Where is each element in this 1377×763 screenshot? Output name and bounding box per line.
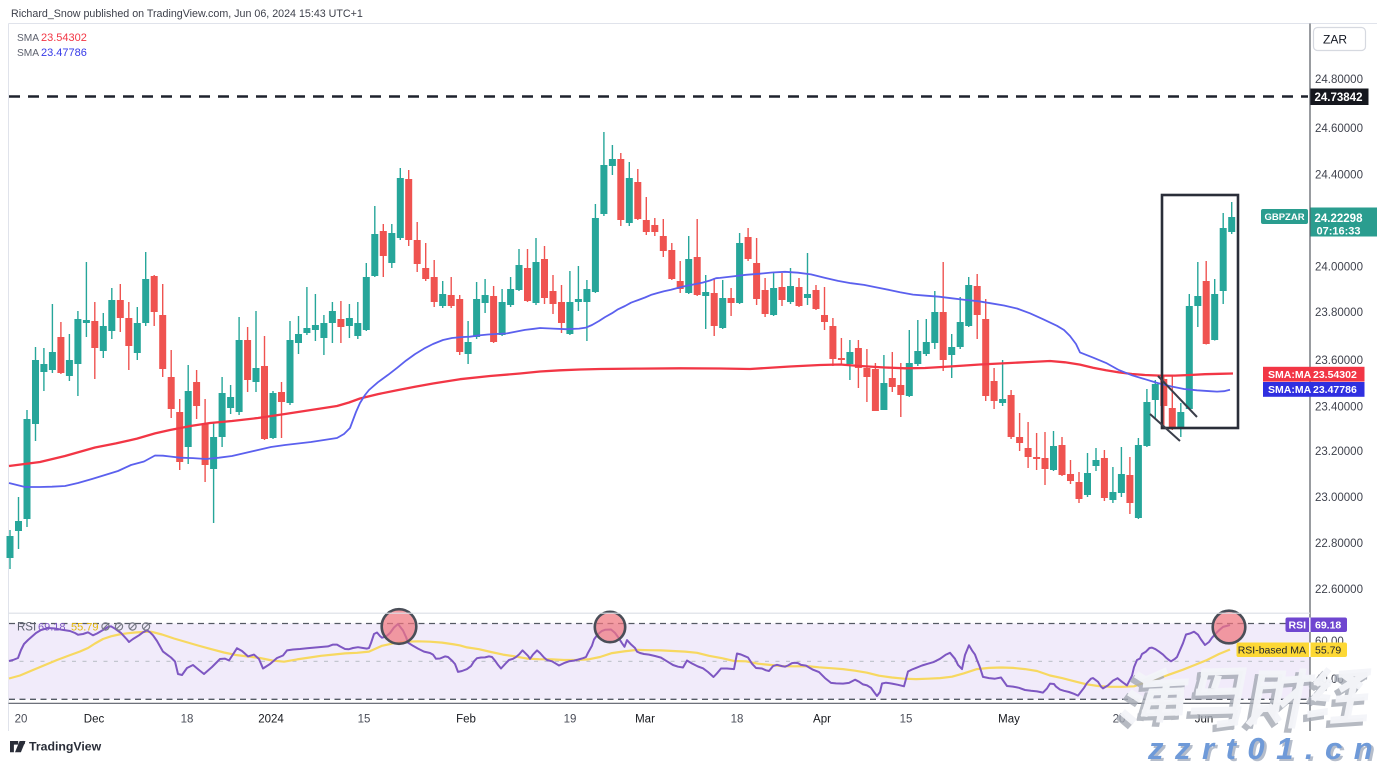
svg-text:zzrt01.cn: zzrt01.cn	[1147, 731, 1377, 763]
svg-text:69.18: 69.18	[38, 622, 66, 634]
svg-text:24.73842: 24.73842	[1315, 92, 1363, 104]
svg-text:ZAR: ZAR	[1323, 33, 1347, 47]
svg-text:23.54302: 23.54302	[41, 32, 87, 44]
svg-text:23.20000: 23.20000	[1315, 446, 1363, 458]
svg-text:23.80000: 23.80000	[1315, 307, 1363, 319]
svg-text:RSI: RSI	[1288, 620, 1306, 632]
svg-text:55.79: 55.79	[1315, 645, 1341, 657]
svg-text:22.60000: 22.60000	[1315, 584, 1363, 596]
svg-text:Apr: Apr	[813, 714, 831, 726]
svg-text:23.40000: 23.40000	[1315, 401, 1363, 413]
svg-text:RSI: RSI	[17, 622, 36, 634]
svg-text:55.79: 55.79	[71, 622, 99, 634]
svg-text:07:16:33: 07:16:33	[1317, 226, 1361, 238]
svg-text:19: 19	[564, 714, 577, 726]
svg-text:zzrt01.cn: zzrt01.cn	[1150, 733, 1377, 763]
svg-text:24.00000: 24.00000	[1315, 261, 1363, 273]
svg-text:20: 20	[15, 714, 28, 726]
svg-text:23.47786: 23.47786	[1313, 384, 1357, 396]
svg-text:TradingView: TradingView	[29, 740, 102, 754]
svg-text:SMA:MA: SMA:MA	[1268, 384, 1312, 396]
svg-text:SMA: SMA	[17, 48, 39, 59]
svg-text:RSI-based MA: RSI-based MA	[1238, 645, 1306, 657]
svg-text:2024: 2024	[258, 714, 284, 726]
svg-text:18: 18	[181, 714, 194, 726]
svg-text:23.47786: 23.47786	[41, 47, 87, 59]
svg-text:Dec: Dec	[84, 714, 105, 726]
svg-text:23.54302: 23.54302	[1313, 369, 1357, 381]
svg-text:GBPZAR: GBPZAR	[1264, 212, 1304, 223]
svg-text:May: May	[998, 714, 1020, 726]
svg-text:69.18: 69.18	[1315, 620, 1341, 632]
svg-text:SMA:MA: SMA:MA	[1268, 369, 1312, 381]
svg-text:Mar: Mar	[635, 714, 655, 726]
svg-text:Feb: Feb	[456, 714, 476, 726]
svg-text:22.80000: 22.80000	[1315, 538, 1363, 550]
svg-text:24.80000: 24.80000	[1315, 74, 1363, 86]
svg-text:23.60000: 23.60000	[1315, 355, 1363, 367]
svg-text:18: 18	[731, 714, 744, 726]
svg-text:24.22298: 24.22298	[1315, 213, 1364, 225]
svg-text:SMA: SMA	[17, 33, 39, 44]
svg-text:15: 15	[900, 714, 913, 726]
svg-text:24.60000: 24.60000	[1315, 123, 1363, 135]
svg-text:15: 15	[358, 714, 371, 726]
svg-text:23.00000: 23.00000	[1315, 492, 1363, 504]
svg-text:24.40000: 24.40000	[1315, 170, 1363, 182]
svg-text:Richard_Snow published on Trad: Richard_Snow published on TradingView.co…	[11, 8, 363, 20]
